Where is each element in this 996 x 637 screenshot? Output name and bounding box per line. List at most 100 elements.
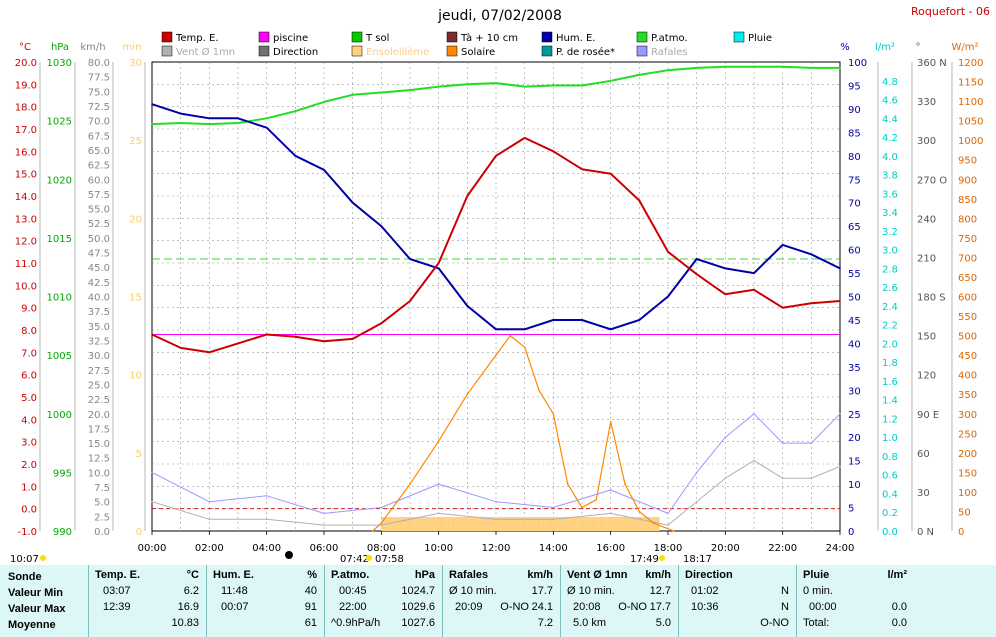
pressure-axis-unit: hPa [51,42,69,53]
sunshine-bar [533,517,537,531]
sunshine-bar [470,517,474,531]
sunshine-bar [541,517,545,531]
sunshine-bar [401,517,405,531]
data-point [523,85,526,88]
hum-min: 40 [304,585,317,597]
data-point [208,351,211,354]
data-point [294,335,297,338]
pressure-axis-tick: 1025 [47,117,72,128]
hum-avg: 61 [304,617,317,629]
sunshine-bar [650,517,654,531]
data-point [208,500,211,503]
data-point [724,267,727,270]
sunshine-bar [412,517,416,531]
temp-axis-tick: 2.0 [21,460,37,471]
solar-axis-tick: 1050 [958,117,983,128]
sunshine-bar [576,517,580,531]
sunshine-bar [636,517,640,531]
pressure-axis-tick: 990 [53,527,72,538]
data-point [351,338,354,340]
wind-max-time: 20:08 [573,601,601,613]
wind-axis-tick: 20.0 [88,410,110,421]
data-point [237,342,239,345]
data-point [237,122,239,124]
temp-axis-tick: 12.0 [15,237,37,248]
hum-axis-tick: 55 [848,269,861,280]
sunshine-bar [458,517,462,531]
legend-swatch [541,31,553,43]
data-point [595,498,598,501]
moon-icon [40,555,46,561]
data-point [380,522,383,524]
wind-axis-tick: 47.5 [88,249,110,260]
moon-phase-icon [285,551,293,559]
solar-axis-tick: 300 [958,410,977,421]
sunshine-bar [656,517,660,531]
stats-col-sonde: Sonde Valeur Min Valeur Max Moyenne [0,565,88,637]
data-point [810,67,813,69]
header-hum: Hum. E. [213,569,254,581]
data-point [208,518,211,521]
wind-axis-tick: 25.0 [88,380,110,391]
solar-axis-tick: 850 [958,195,977,206]
sunshine-bar [392,517,396,531]
legend-swatch [258,31,270,43]
sunshine-bar [553,517,557,531]
stats-table: Sonde Valeur Min Valeur Max Moyenne Temp… [0,565,996,637]
sunshine-bar [450,517,453,531]
sun-events: 10:07 07:42 07:58 17:49 18:17 [10,551,712,565]
data-point [581,319,583,321]
sunshine-bar [573,517,577,531]
data-point [351,94,354,96]
stats-col-hum: Hum. E. % 11:48 40 00:07 91 61 [206,565,325,637]
sunshine-bar [424,517,428,531]
data-point [409,258,411,260]
sunshine-bar [427,517,431,531]
solar-axis-tick: 900 [958,175,977,186]
data-point [839,300,841,302]
data-point [265,333,268,336]
x-tick-label: 04:00 [252,543,281,554]
sunshine-bar [647,517,651,531]
data-point [724,293,727,296]
data-point [839,267,841,270]
temp-axis-tick: 20.0 [15,58,37,69]
data-point [839,465,841,468]
data-point [380,506,383,509]
rain-axis-tick: 1.0 [882,433,898,444]
sunshine-bar [501,517,505,531]
header-wind: Vent Ø 1mn [567,569,628,581]
data-point [466,195,469,197]
sunset-label: 17:49 [630,554,659,565]
data-point [437,267,440,270]
sunshine-bar [584,517,588,531]
data-point [552,412,555,415]
data-point [495,155,497,157]
temp-axis-tick: 4.0 [21,415,37,426]
data-point [667,251,669,253]
data-point [409,483,411,485]
press-min-time: 00:45 [339,585,367,597]
weather-chart: jeudi, 07/02/2008 Roquefort - 06 Temp. E… [10,5,990,565]
sun-axis-tick: 30 [129,58,142,69]
row-label-avg: Moyenne [8,619,56,631]
wind-axis-tick: 32.5 [88,336,110,347]
data-point [151,471,153,474]
rain-axis-tick: 0.8 [882,452,898,463]
hum-axis-unit: % [840,42,850,53]
sunshine-bar [602,517,605,531]
legend-label: P. de rosée* [556,46,615,58]
data-point [672,530,675,532]
sunshine-bar [518,517,522,531]
press-avg: 1027.6 [401,617,435,629]
sunshine-bar [418,517,422,531]
data-point [609,328,612,331]
data-point [538,389,540,392]
left-axes: °C 20.0 19.0 18.0 17.0 16.0 15.0 14.0 13.0 12.0 11… [15,42,146,538]
hum-axis-tick: 95 [848,81,861,92]
dir-axis-tick: 300 [917,136,936,147]
data-point [781,477,784,480]
temp-axis-tick: 11.0 [15,259,37,270]
data-point [523,137,526,139]
sunshine-bar [590,517,594,531]
